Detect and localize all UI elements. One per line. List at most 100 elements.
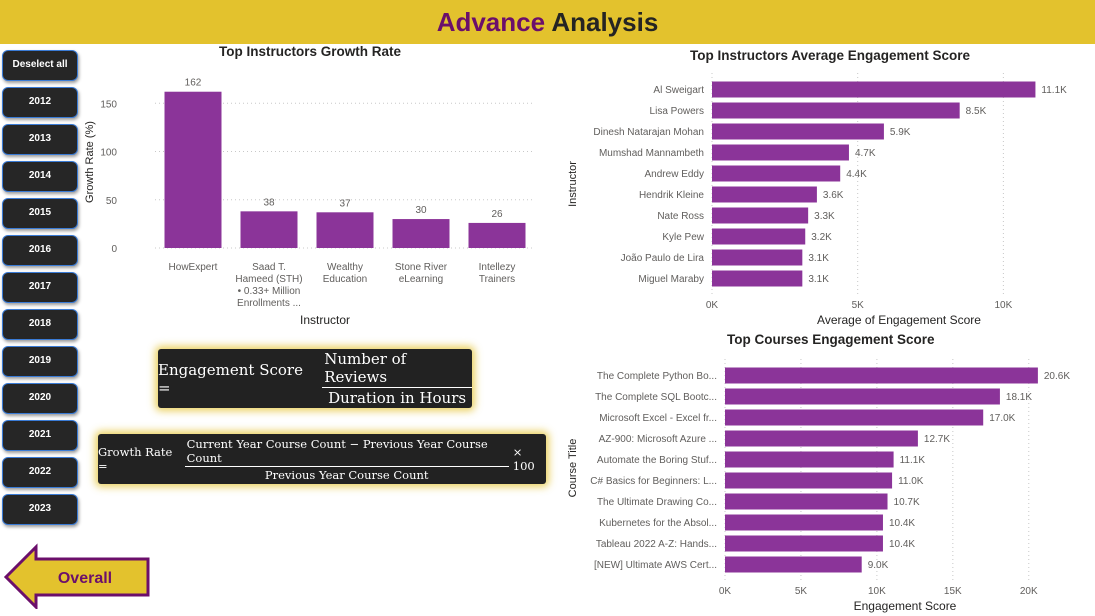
growth-data-label: 37 bbox=[339, 198, 351, 209]
growth-formula-numerator: Current Year Course Count − Previous Yea… bbox=[184, 437, 509, 467]
year-button-2023[interactable]: 2023 bbox=[2, 494, 78, 525]
year-button-2016[interactable]: 2016 bbox=[2, 235, 78, 266]
xtick-label: 5K bbox=[795, 586, 808, 597]
engagement-formula: Engagement Score = Number of Reviews Dur… bbox=[158, 349, 472, 408]
data-label: 10.4K bbox=[889, 518, 915, 529]
data-label: 10.7K bbox=[894, 497, 920, 508]
deselect-all-button[interactable]: Deselect all bbox=[2, 50, 78, 81]
courses-chart-title: Top Courses Engagement Score bbox=[727, 332, 935, 347]
bar bbox=[725, 472, 893, 489]
data-label: 9.0K bbox=[868, 560, 889, 571]
data-label: 3.3K bbox=[814, 211, 835, 222]
page-title-accent: Advance bbox=[436, 7, 546, 37]
category-label: The Complete Python Bo... bbox=[597, 371, 717, 382]
bar bbox=[712, 249, 803, 266]
bar bbox=[712, 207, 809, 224]
growth-formula-fraction: Current Year Course Count − Previous Yea… bbox=[184, 437, 509, 482]
bar bbox=[725, 430, 918, 447]
bar bbox=[725, 535, 883, 552]
data-label: 3.1K bbox=[808, 253, 829, 264]
year-button-2015[interactable]: 2015 bbox=[2, 198, 78, 229]
growth-bar bbox=[240, 211, 298, 248]
category-label: The Complete SQL Bootc... bbox=[595, 392, 717, 403]
category-label: Microsoft Excel - Excel fr... bbox=[599, 413, 717, 424]
bar bbox=[725, 367, 1038, 384]
engagement-formula-lhs: Engagement Score = bbox=[158, 360, 303, 397]
year-button-2019[interactable]: 2019 bbox=[2, 346, 78, 377]
category-label: Miguel Maraby bbox=[638, 274, 704, 285]
bar bbox=[712, 270, 803, 287]
bar bbox=[712, 165, 841, 182]
xtick-label: 15K bbox=[944, 586, 962, 597]
growth-ytick-label: 0 bbox=[111, 244, 117, 255]
growth-category-label: • 0.33+ Million bbox=[238, 286, 301, 297]
bar bbox=[712, 186, 817, 203]
xtick-label: 10K bbox=[868, 586, 886, 597]
category-label: Tableau 2022 A-Z: Hands... bbox=[596, 539, 717, 550]
growth-data-label: 162 bbox=[185, 78, 202, 89]
category-label: [NEW] Ultimate AWS Cert... bbox=[594, 560, 717, 571]
overall-button[interactable]: Overall bbox=[4, 543, 154, 609]
category-label: Lisa Powers bbox=[650, 106, 704, 117]
data-label: 4.7K bbox=[855, 148, 876, 159]
growth-formula: Growth Rate = Current Year Course Count … bbox=[98, 434, 546, 484]
bar bbox=[725, 409, 984, 426]
growth-category-label: Wealthy bbox=[327, 262, 363, 273]
year-button-2017[interactable]: 2017 bbox=[2, 272, 78, 303]
growth-bar bbox=[468, 222, 526, 248]
growth-formula-denominator: Previous Year Course Count bbox=[264, 467, 429, 482]
category-label: João Paulo de Lira bbox=[621, 253, 705, 264]
bar bbox=[712, 102, 960, 119]
growth-category-label: Stone River bbox=[395, 262, 448, 273]
engagement-formula-denominator: Duration in Hours bbox=[328, 389, 467, 407]
xtick-label: 0K bbox=[706, 300, 719, 311]
year-button-2014[interactable]: 2014 bbox=[2, 161, 78, 192]
growth-category-label: Education bbox=[323, 274, 367, 285]
growth-bar bbox=[392, 219, 450, 248]
category-label: Dinesh Natarajan Mohan bbox=[593, 127, 704, 138]
growth-y-axis-title: Growth Rate (%) bbox=[84, 121, 96, 203]
bar bbox=[712, 123, 884, 140]
data-label: 10.4K bbox=[889, 539, 915, 550]
bar bbox=[712, 228, 806, 245]
y-axis-title: Course Title bbox=[567, 439, 579, 498]
growth-data-label: 38 bbox=[263, 197, 275, 208]
data-label: 8.5K bbox=[966, 106, 987, 117]
year-button-2013[interactable]: 2013 bbox=[2, 124, 78, 155]
data-label: 12.7K bbox=[924, 434, 950, 445]
year-button-2018[interactable]: 2018 bbox=[2, 309, 78, 340]
engagement-formula-fraction: Number of Reviews Duration in Hours bbox=[322, 350, 472, 407]
data-label: 18.1K bbox=[1006, 392, 1032, 403]
growth-category-label: Intellezy bbox=[479, 262, 516, 273]
data-label: 11.1K bbox=[1041, 85, 1067, 96]
category-label: The Ultimate Drawing Co... bbox=[597, 497, 717, 508]
category-label: Al Sweigart bbox=[653, 85, 704, 96]
overall-button-label: Overall bbox=[58, 570, 112, 587]
growth-ytick-label: 50 bbox=[106, 196, 118, 207]
xtick-label: 5K bbox=[852, 300, 865, 311]
bar bbox=[725, 514, 883, 531]
xtick-label: 0K bbox=[719, 586, 732, 597]
growth-category-label: Saad T. bbox=[252, 262, 286, 273]
year-button-2022[interactable]: 2022 bbox=[2, 457, 78, 488]
category-label: Hendrik Kleine bbox=[639, 190, 704, 201]
category-label: Kyle Pew bbox=[662, 232, 704, 243]
growth-rate-chart: 0 50 100 150 162 HowExpert 38 Saad T.Hameed (ST… bbox=[84, 78, 535, 327]
year-button-2020[interactable]: 2020 bbox=[2, 383, 78, 414]
data-label: 5.9K bbox=[890, 127, 911, 138]
course-engagement-chart: 0K 5K 10K 15K 20K The Complete Python Bo... 20… bbox=[567, 359, 1070, 613]
growth-category-label: HowExpert bbox=[169, 262, 218, 273]
engagement-formula-numerator: Number of Reviews bbox=[322, 350, 472, 388]
growth-ytick-label: 100 bbox=[100, 148, 117, 159]
year-button-2012[interactable]: 2012 bbox=[2, 87, 78, 118]
growth-category-label: Trainers bbox=[479, 274, 515, 285]
growth-data-label: 30 bbox=[415, 205, 427, 216]
category-label: C# Basics for Beginners: L... bbox=[590, 476, 717, 487]
year-button-2021[interactable]: 2021 bbox=[2, 420, 78, 451]
data-label: 3.2K bbox=[811, 232, 832, 243]
left-arrow-icon bbox=[4, 543, 150, 609]
bar bbox=[712, 81, 1036, 98]
growth-bar bbox=[164, 91, 222, 248]
growth-data-label: 26 bbox=[491, 209, 503, 220]
growth-category-label: Enrollments ... bbox=[237, 298, 301, 309]
